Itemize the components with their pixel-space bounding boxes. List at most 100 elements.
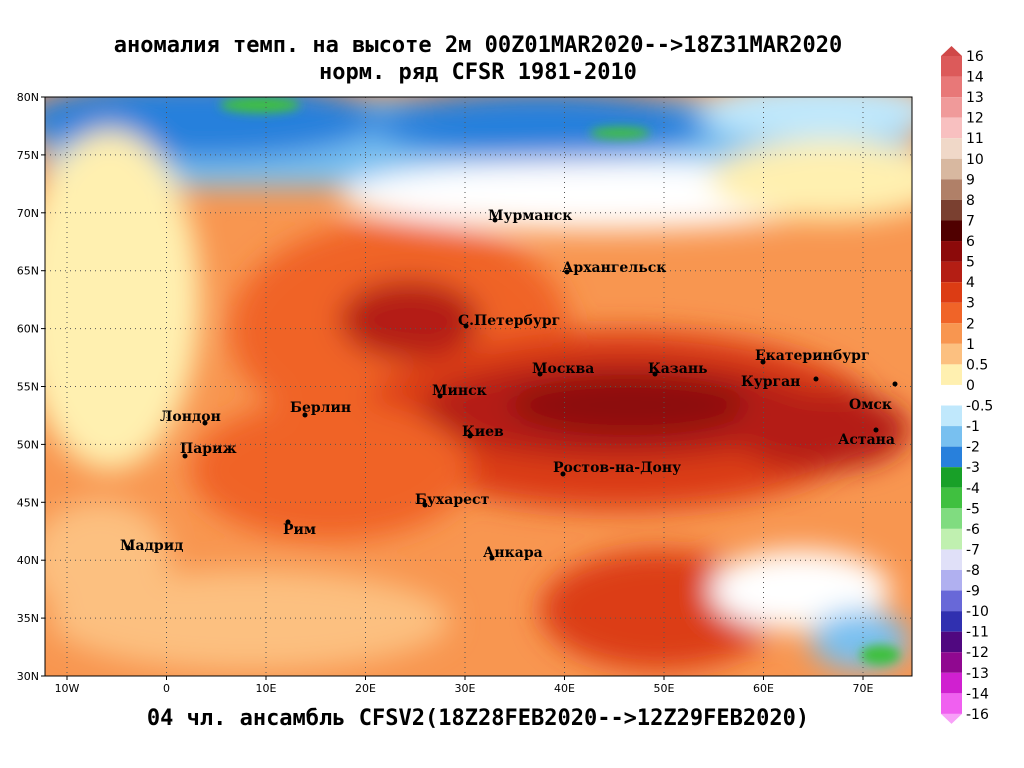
city-dot	[202, 420, 208, 426]
lat-label: 45N	[17, 496, 39, 509]
colorbar-label: 1	[966, 337, 975, 353]
colorbar-segment	[941, 241, 962, 262]
lat-label: 30N	[17, 670, 39, 683]
lon-label: 10E	[256, 682, 277, 695]
colorbar-label: -7	[966, 542, 980, 558]
city-dot	[560, 471, 566, 477]
colorbar-label: -16	[966, 707, 989, 723]
city-dot	[467, 433, 473, 439]
colorbar-label: -13	[966, 666, 989, 682]
colorbar-segment	[941, 220, 962, 242]
city-label: Киев	[462, 424, 504, 440]
city-dot	[422, 502, 428, 508]
lat-label: 60N	[17, 323, 39, 336]
footer: 04 чл. ансамбль CFSV2(18Z28FEB2020-->12Z…	[147, 706, 809, 731]
colorbar-segment	[941, 117, 962, 139]
colorbar-label: -4	[966, 481, 980, 497]
colorbar-label: 4	[966, 275, 975, 291]
lon-label: 0	[163, 682, 170, 695]
city-label: Мурманск	[488, 208, 572, 224]
colorbar-label: 11	[966, 131, 984, 147]
lon-label: 20E	[355, 682, 376, 695]
lon-label: 10W	[55, 682, 80, 695]
city-dot	[892, 381, 898, 387]
city-label: Астана	[838, 432, 895, 448]
lat-label: 55N	[17, 381, 39, 394]
colorbar-label: 14	[966, 70, 984, 86]
colorbar-segment	[941, 76, 962, 98]
lat-label: 80N	[17, 91, 39, 104]
colorbar-label: -0.5	[966, 399, 993, 415]
colorbar-label: -3	[966, 460, 980, 476]
city-dot	[492, 217, 498, 223]
city-dot	[125, 545, 131, 551]
colorbar-label: -9	[966, 584, 980, 600]
colorbar-label: 12	[966, 111, 984, 127]
colorbar-segment	[941, 261, 962, 283]
colorbar-segment	[941, 282, 962, 303]
colorbar-segment	[941, 158, 962, 180]
colorbar-arrow	[941, 46, 962, 56]
colorbar-label: 0.5	[966, 357, 988, 373]
colorbar-segment	[941, 590, 962, 612]
city-label: Лондон	[160, 409, 221, 425]
colorbar-label: 2	[966, 316, 975, 332]
colorbar-segment	[941, 343, 962, 365]
city-dot	[489, 555, 495, 561]
colorbar-label: -11	[966, 625, 989, 641]
city-label: Ростов-на-Дону	[553, 460, 681, 476]
city-dot	[285, 519, 291, 525]
lon-label: 60E	[753, 682, 774, 695]
lon-label: 50E	[654, 682, 675, 695]
city-dot	[302, 412, 308, 418]
colorbar-segment	[941, 446, 962, 468]
colorbar-segment	[941, 570, 962, 591]
city-dot	[813, 376, 819, 382]
city-dot	[564, 269, 570, 275]
colorbar-segment	[941, 56, 962, 77]
lat-label: 65N	[17, 265, 39, 278]
colorbar-label: -1	[966, 419, 980, 435]
colorbar-segment	[941, 97, 962, 118]
city-label: Казань	[648, 361, 708, 377]
colorbar-label: -5	[966, 501, 980, 517]
city-label: Анкара	[483, 545, 543, 561]
colorbar-segment	[941, 631, 962, 653]
cities: Мурманск Архангельск С.Петербург Екатеринбу…	[120, 208, 898, 561]
colorbar-label: -14	[966, 686, 989, 702]
colorbar-segment	[941, 652, 962, 673]
city-label: Мадрид	[120, 538, 183, 554]
city-dot	[760, 359, 766, 365]
colorbar: 16 14 13 12 11 10 9 8 7 6 5 4 3 2 1 0.5 0 -0.5 -1 -2 -3 -4 -5 -…	[941, 46, 993, 724]
city-label: Берлин	[290, 400, 351, 416]
colorbar-label: 8	[966, 193, 975, 209]
colorbar-segment	[941, 672, 962, 694]
city-dot	[537, 371, 543, 377]
city-dot	[873, 427, 879, 433]
city-label: Курган	[741, 374, 800, 390]
lon-label: 70E	[853, 682, 874, 695]
city-dot	[182, 453, 188, 459]
city-label: Москва	[532, 361, 594, 377]
lon-label: 40E	[554, 682, 575, 695]
colorbar-segment	[941, 384, 962, 406]
anomaly-field	[45, 97, 912, 676]
colorbar-label: -8	[966, 563, 980, 579]
colorbar-label: -12	[966, 645, 989, 661]
colorbar-segment	[941, 199, 962, 221]
city-label: Архангельск	[562, 260, 666, 276]
colorbar-segment	[941, 138, 962, 159]
axis-labels: 80N 75N 70N 65N 60N 55N 50N 45N 40N 35N 30N 10W 0 10E…	[17, 91, 874, 695]
lon-label: 30E	[455, 682, 476, 695]
city-label: Омск	[849, 397, 892, 413]
title-line: норм. ряд CFSR 1981-2010	[319, 60, 637, 85]
colorbar-arrow	[941, 713, 962, 724]
lat-label: 35N	[17, 612, 39, 625]
colorbar-segment	[941, 528, 962, 550]
colorbar-segment	[941, 302, 962, 324]
city-label: С.Петербург	[458, 313, 560, 329]
city-dot	[463, 323, 469, 329]
colorbar-label: -6	[966, 522, 980, 538]
colorbar-segment	[941, 508, 962, 529]
